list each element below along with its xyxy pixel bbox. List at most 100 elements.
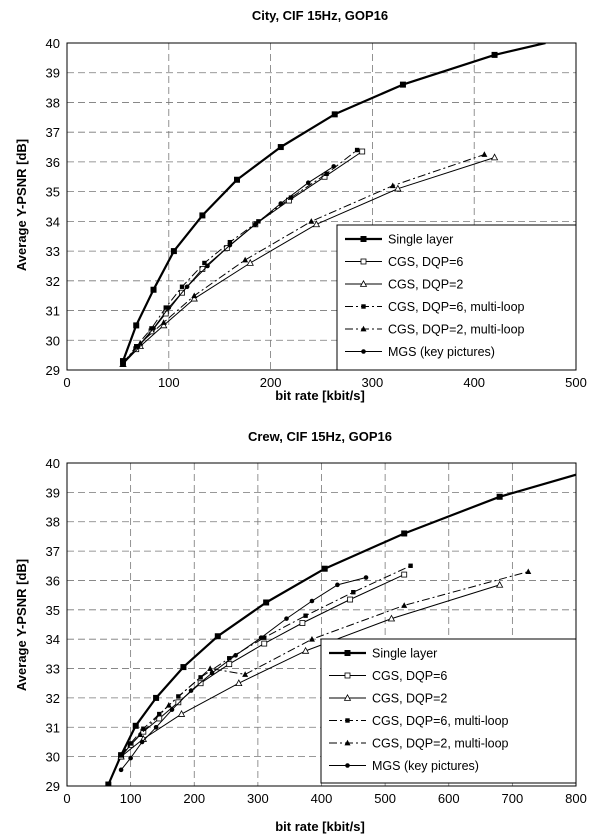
x-tick-label: 200: [260, 375, 282, 390]
legend-marker: [343, 693, 352, 701]
data-point: [137, 731, 144, 738]
data-point: [351, 590, 356, 595]
y-tick-label: 33: [46, 244, 60, 259]
legend: Single layer CGS, DQP=6 CGS, DQP=2 CGS, DQP…: [320, 638, 577, 784]
legend-label: MGS (key pictures): [388, 345, 495, 359]
x-axis-label: bit rate [kbit/s]: [275, 819, 365, 834]
series-line: [120, 571, 529, 756]
y-tick-label: 37: [46, 544, 60, 559]
data-point: [133, 322, 140, 329]
legend-item: Single layer: [345, 233, 453, 247]
tick-labels: 0 100 200 300 400 500 600 700 800 29 30 31 32 33 34 35 3…: [46, 456, 587, 806]
data-point: [399, 81, 406, 88]
legend-marker: [344, 739, 351, 746]
data-point: [180, 664, 187, 671]
data-point: [408, 563, 413, 568]
y-tick-label: 29: [46, 363, 60, 378]
y-tick-label: 30: [46, 750, 60, 765]
legend-marker: [344, 650, 351, 656]
data-point: [153, 724, 159, 730]
data-point: [163, 305, 168, 310]
legend-marker: [344, 672, 351, 679]
legend-item: CGS, DQP=2: [345, 278, 463, 292]
data-point: [120, 360, 126, 365]
series-cgs-dqp-2-multi-loop: [118, 568, 532, 758]
y-tick-label: 31: [46, 720, 60, 735]
x-tick-label: 100: [158, 375, 180, 390]
legend-item: CGS, DQP=2, multi-loop: [345, 323, 525, 337]
y-axis-label: Average Y-PSNR [dB]: [14, 559, 29, 691]
legend-label: MGS (key pictures): [372, 759, 479, 773]
x-tick-label: 200: [183, 791, 205, 806]
data-point: [150, 286, 157, 293]
data-point: [105, 781, 112, 786]
series-cgs-dqp-6: [120, 148, 366, 367]
data-point: [128, 755, 133, 761]
x-tick-label: 400: [463, 375, 485, 390]
x-tick-label: 300: [247, 791, 269, 806]
legend-item: MGS (key pictures): [345, 345, 495, 359]
data-point: [157, 711, 162, 717]
data-point: [153, 694, 160, 701]
tick-labels: 0 100 200 300 400 500 29 30 31 32 33 34 35 36 37 38 39 40: [46, 36, 587, 390]
y-tick-label: 40: [46, 36, 60, 51]
legend-item: CGS, DQP=6, multi-loop: [345, 300, 525, 314]
y-tick-label: 34: [46, 214, 60, 229]
data-point: [253, 222, 258, 227]
legend-label: CGS, DQP=6: [372, 669, 447, 683]
data-point: [139, 739, 145, 745]
legend-label: CGS, DQP=2: [372, 692, 447, 706]
legend-marker: [345, 718, 350, 723]
data-point: [331, 164, 337, 169]
data-point: [246, 258, 254, 266]
data-point: [301, 646, 310, 654]
data-point: [309, 598, 315, 604]
series-cgs-dqp-6-multi-loop: [120, 147, 360, 367]
x-tick-label: 800: [565, 791, 587, 806]
chart-title: City, CIF 15Hz, GOP16: [252, 8, 388, 23]
data-point: [132, 722, 139, 729]
legend-label: CGS, DQP=6: [388, 255, 463, 269]
data-point: [179, 284, 185, 289]
series-line: [122, 157, 495, 365]
plot-frame: [66, 42, 577, 371]
data-point: [335, 582, 340, 588]
legend-item: CGS, DQP=6: [329, 669, 447, 683]
y-tick-label: 38: [46, 95, 60, 110]
legend-item: MGS (key pictures): [329, 759, 479, 773]
data-point: [525, 568, 532, 575]
data-point: [184, 284, 190, 290]
y-tick-label: 35: [46, 185, 60, 200]
legend-box: [336, 224, 577, 371]
data-point: [190, 294, 198, 302]
plot-area: [105, 473, 576, 786]
x-axis-label: bit rate [kbit/s]: [275, 388, 365, 403]
y-tick-label: 39: [46, 66, 60, 81]
data-point: [188, 688, 194, 693]
data-point: [166, 305, 172, 310]
legend-box: [320, 638, 577, 784]
data-point: [199, 212, 206, 219]
y-tick-label: 31: [46, 304, 60, 319]
legend-marker: [361, 349, 366, 354]
y-tick-label: 32: [46, 691, 60, 706]
data-point: [490, 153, 499, 161]
data-point: [227, 239, 233, 245]
data-point: [331, 111, 338, 118]
legend-label: CGS, DQP=2: [388, 278, 463, 292]
data-point: [198, 675, 203, 680]
x-tick-label: 500: [565, 375, 587, 390]
data-point: [354, 147, 360, 153]
data-point: [299, 620, 306, 626]
x-tick-label: 300: [362, 375, 384, 390]
data-point: [347, 596, 354, 603]
data-point: [303, 613, 308, 618]
legend-marker: [360, 236, 367, 242]
legend: Single layer CGS, DQP=6 CGS, DQP=2 CGS, DQP…: [336, 224, 577, 371]
data-point: [118, 767, 124, 773]
y-tick-label: 35: [46, 603, 60, 618]
series-cgs-dqp-2-multi-loop: [119, 151, 488, 365]
series-single-layer: [105, 473, 576, 786]
legend-label: Single layer: [388, 233, 453, 247]
chart-city: City, CIF 15Hz, GOP16 Average Y-PSNR [dB…: [14, 8, 587, 403]
